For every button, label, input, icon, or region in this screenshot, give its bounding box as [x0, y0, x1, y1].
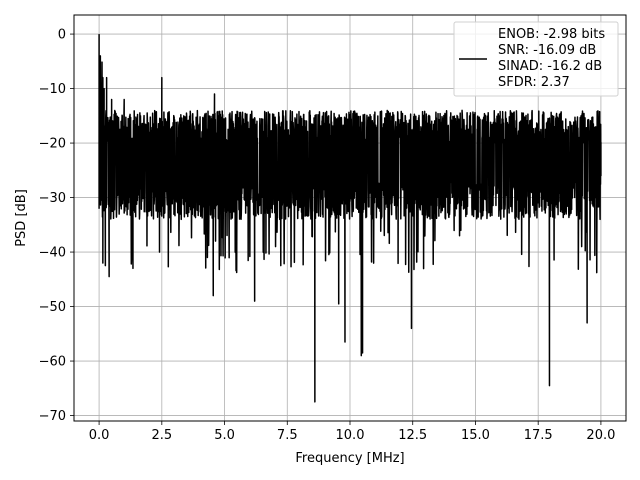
- x-tick-label: 20.0: [586, 428, 615, 443]
- y-tick-label: −70: [39, 409, 66, 424]
- y-axis-label: PSD [dB]: [14, 189, 29, 247]
- x-tick-label: 15.0: [461, 428, 490, 443]
- legend-text-sfdr: SFDR: 2.37: [498, 75, 570, 90]
- x-tick-label: 17.5: [524, 428, 553, 443]
- y-tick-label: −30: [39, 191, 66, 206]
- legend-text-snr: SNR: -16.09 dB: [498, 43, 596, 58]
- y-tick-label: −40: [39, 246, 66, 261]
- legend-text-sinad: SINAD: -16.2 dB: [498, 59, 602, 74]
- y-tick-label: −20: [39, 137, 66, 152]
- x-tick-label: 10.0: [336, 428, 365, 443]
- x-tick-label: 12.5: [398, 428, 427, 443]
- x-tick-label: 5.0: [214, 428, 235, 443]
- x-tick-label: 0.0: [89, 428, 110, 443]
- legend-text-enob: ENOB: -2.98 bits: [498, 27, 605, 42]
- legend: ENOB: -2.98 bits SNR: -16.09 dB SINAD: -…: [453, 21, 619, 97]
- plot-area: [98, 34, 602, 403]
- x-tick-label: 2.5: [151, 428, 172, 443]
- y-tick-label: −50: [39, 300, 66, 315]
- x-tick-label: 7.5: [277, 428, 298, 443]
- psd-series-line: [98, 34, 602, 403]
- legend-box: [453, 21, 619, 97]
- axis-ticks: 0.0 2.5 5.0 7.5 10.0 12.5 15.0 17.5 20.0 0 −10 −20 −…: [39, 28, 616, 443]
- y-tick-label: −10: [39, 82, 66, 97]
- y-tick-label: −60: [39, 355, 66, 370]
- x-axis-label: Frequency [MHz]: [295, 451, 404, 466]
- y-tick-label: 0: [58, 28, 66, 43]
